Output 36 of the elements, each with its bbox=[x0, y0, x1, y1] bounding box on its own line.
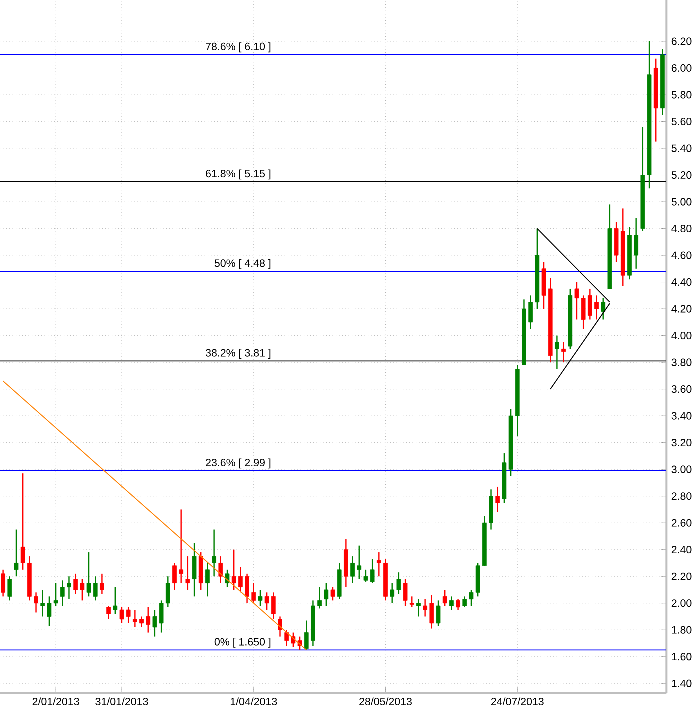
y-tick-label: 3.20 bbox=[672, 439, 692, 447]
x-tick-label: 2/01/2013 bbox=[32, 698, 80, 706]
y-tick-label: 4.60 bbox=[672, 252, 692, 260]
y-tick-label: 4.80 bbox=[672, 225, 692, 233]
ref-line-label: 78.6% [ 6.10 ] bbox=[206, 42, 271, 53]
y-tick-label: 2.60 bbox=[672, 519, 692, 527]
y-tick-label: 2.40 bbox=[672, 546, 692, 554]
x-tick-label: 28/05/2013 bbox=[360, 698, 412, 706]
y-tick-label: 4.00 bbox=[672, 332, 692, 340]
y-tick-label: 5.20 bbox=[672, 171, 692, 180]
ref-line-label: 61.8% [ 5.15 ] bbox=[206, 170, 271, 180]
y-tick-label: 5.00 bbox=[672, 198, 692, 206]
x-tick-label: 24/07/2013 bbox=[491, 698, 544, 706]
y-tick-label: 5.80 bbox=[672, 91, 692, 99]
y-tick-label: 1.80 bbox=[672, 626, 692, 634]
y-tick-label: 4.20 bbox=[672, 305, 692, 313]
y-tick-label: 3.00 bbox=[672, 466, 692, 474]
y-tick-label: 1.40 bbox=[672, 680, 692, 688]
y-tick-label: 3.60 bbox=[672, 386, 692, 394]
ref-line-label: 23.6% [ 2.99 ] bbox=[206, 458, 271, 469]
ref-line-label: 50% [ 4.48 ] bbox=[214, 259, 271, 270]
y-tick-label: 5.40 bbox=[672, 144, 692, 152]
y-tick-label: 3.80 bbox=[672, 358, 692, 366]
y-tick-label: 1.60 bbox=[672, 653, 692, 661]
y-tick-label: 3.40 bbox=[672, 412, 692, 420]
ref-line-label: 38.2% [ 3.81 ] bbox=[206, 349, 271, 359]
ref-line-label: 0% [ 1.650 ] bbox=[214, 638, 271, 648]
y-tick-label: 5.60 bbox=[672, 118, 692, 126]
y-tick-label: 6.20 bbox=[672, 38, 692, 46]
y-tick-label: 2.00 bbox=[672, 600, 692, 608]
y-tick-label: 4.40 bbox=[672, 278, 692, 286]
y-tick-label: 6.00 bbox=[672, 64, 692, 72]
y-tick-label: 2.80 bbox=[672, 492, 692, 500]
x-tick-label: 31/01/2013 bbox=[96, 698, 148, 706]
x-tick-label: 1/04/2013 bbox=[230, 698, 278, 706]
y-tick-label: 2.20 bbox=[672, 572, 692, 580]
